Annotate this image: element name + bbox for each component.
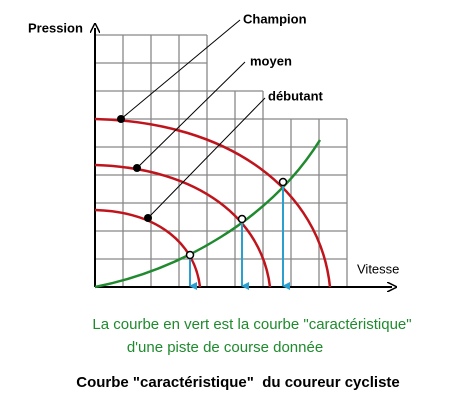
- dots: [117, 115, 152, 222]
- x-label: Vitesse: [357, 261, 399, 276]
- intersections: [185, 177, 288, 260]
- curve-label: Champion: [243, 11, 307, 26]
- curve-label: moyen: [250, 53, 292, 68]
- rider-curves: [94, 117, 332, 288]
- arrows: [189, 185, 290, 290]
- curve-label: débutant: [268, 88, 324, 103]
- caption: d'une piste de course donnée: [127, 339, 323, 356]
- track-curve: [94, 139, 322, 289]
- y-label: Pression: [28, 20, 83, 35]
- grid: [95, 34, 348, 287]
- caption: La courbe en vert est la courbe "caracté…: [92, 316, 411, 333]
- title: Courbe "caractéristique" du coureur cycl…: [76, 374, 400, 391]
- leader-lines: [120, 19, 266, 219]
